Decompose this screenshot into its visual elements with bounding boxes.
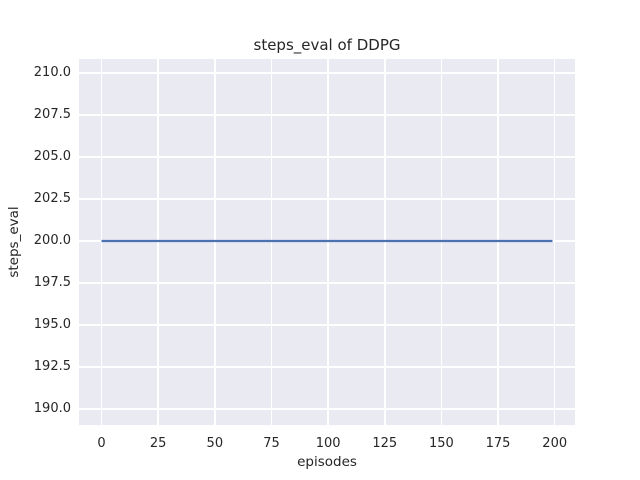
x-tick-label: 50 [206,436,224,451]
y-gridline [79,72,575,74]
x-tick-label: 150 [429,436,454,451]
x-tick-label: 125 [372,436,398,451]
x-tick-label: 100 [315,436,341,451]
y-tick-label: 192.5 [33,359,71,375]
y-tick-label: 200.0 [33,232,71,248]
y-gridline [79,282,575,284]
y-gridline [79,156,575,158]
y-tick-label: 197.5 [33,275,71,290]
y-tick-label: 207.5 [33,106,71,122]
x-tick-label: 175 [485,436,511,451]
y-tick-label: 205.0 [33,148,71,164]
y-gridline [79,324,575,326]
y-tick-label: 195.0 [33,317,71,332]
y-gridline [79,366,575,368]
data-line [101,239,553,243]
x-tick-label: 25 [149,436,167,451]
x-tick-label: 0 [97,436,106,451]
y-gridline [79,408,575,410]
y-gridline [79,114,575,116]
y-tick-label: 190.0 [33,401,71,417]
y-gridline [79,198,575,200]
x-tick-label: 75 [263,436,280,451]
y-axis-label: steps_eval [6,206,22,278]
x-gridline [553,59,556,425]
plot-area [79,59,575,425]
chart-title: steps_eval of DDPG [253,36,401,54]
y-tick-label: 210.0 [33,64,71,80]
y-tick-label: 202.5 [33,190,71,206]
x-axis-label: episodes [297,454,357,470]
x-tick-label: 200 [542,436,568,451]
